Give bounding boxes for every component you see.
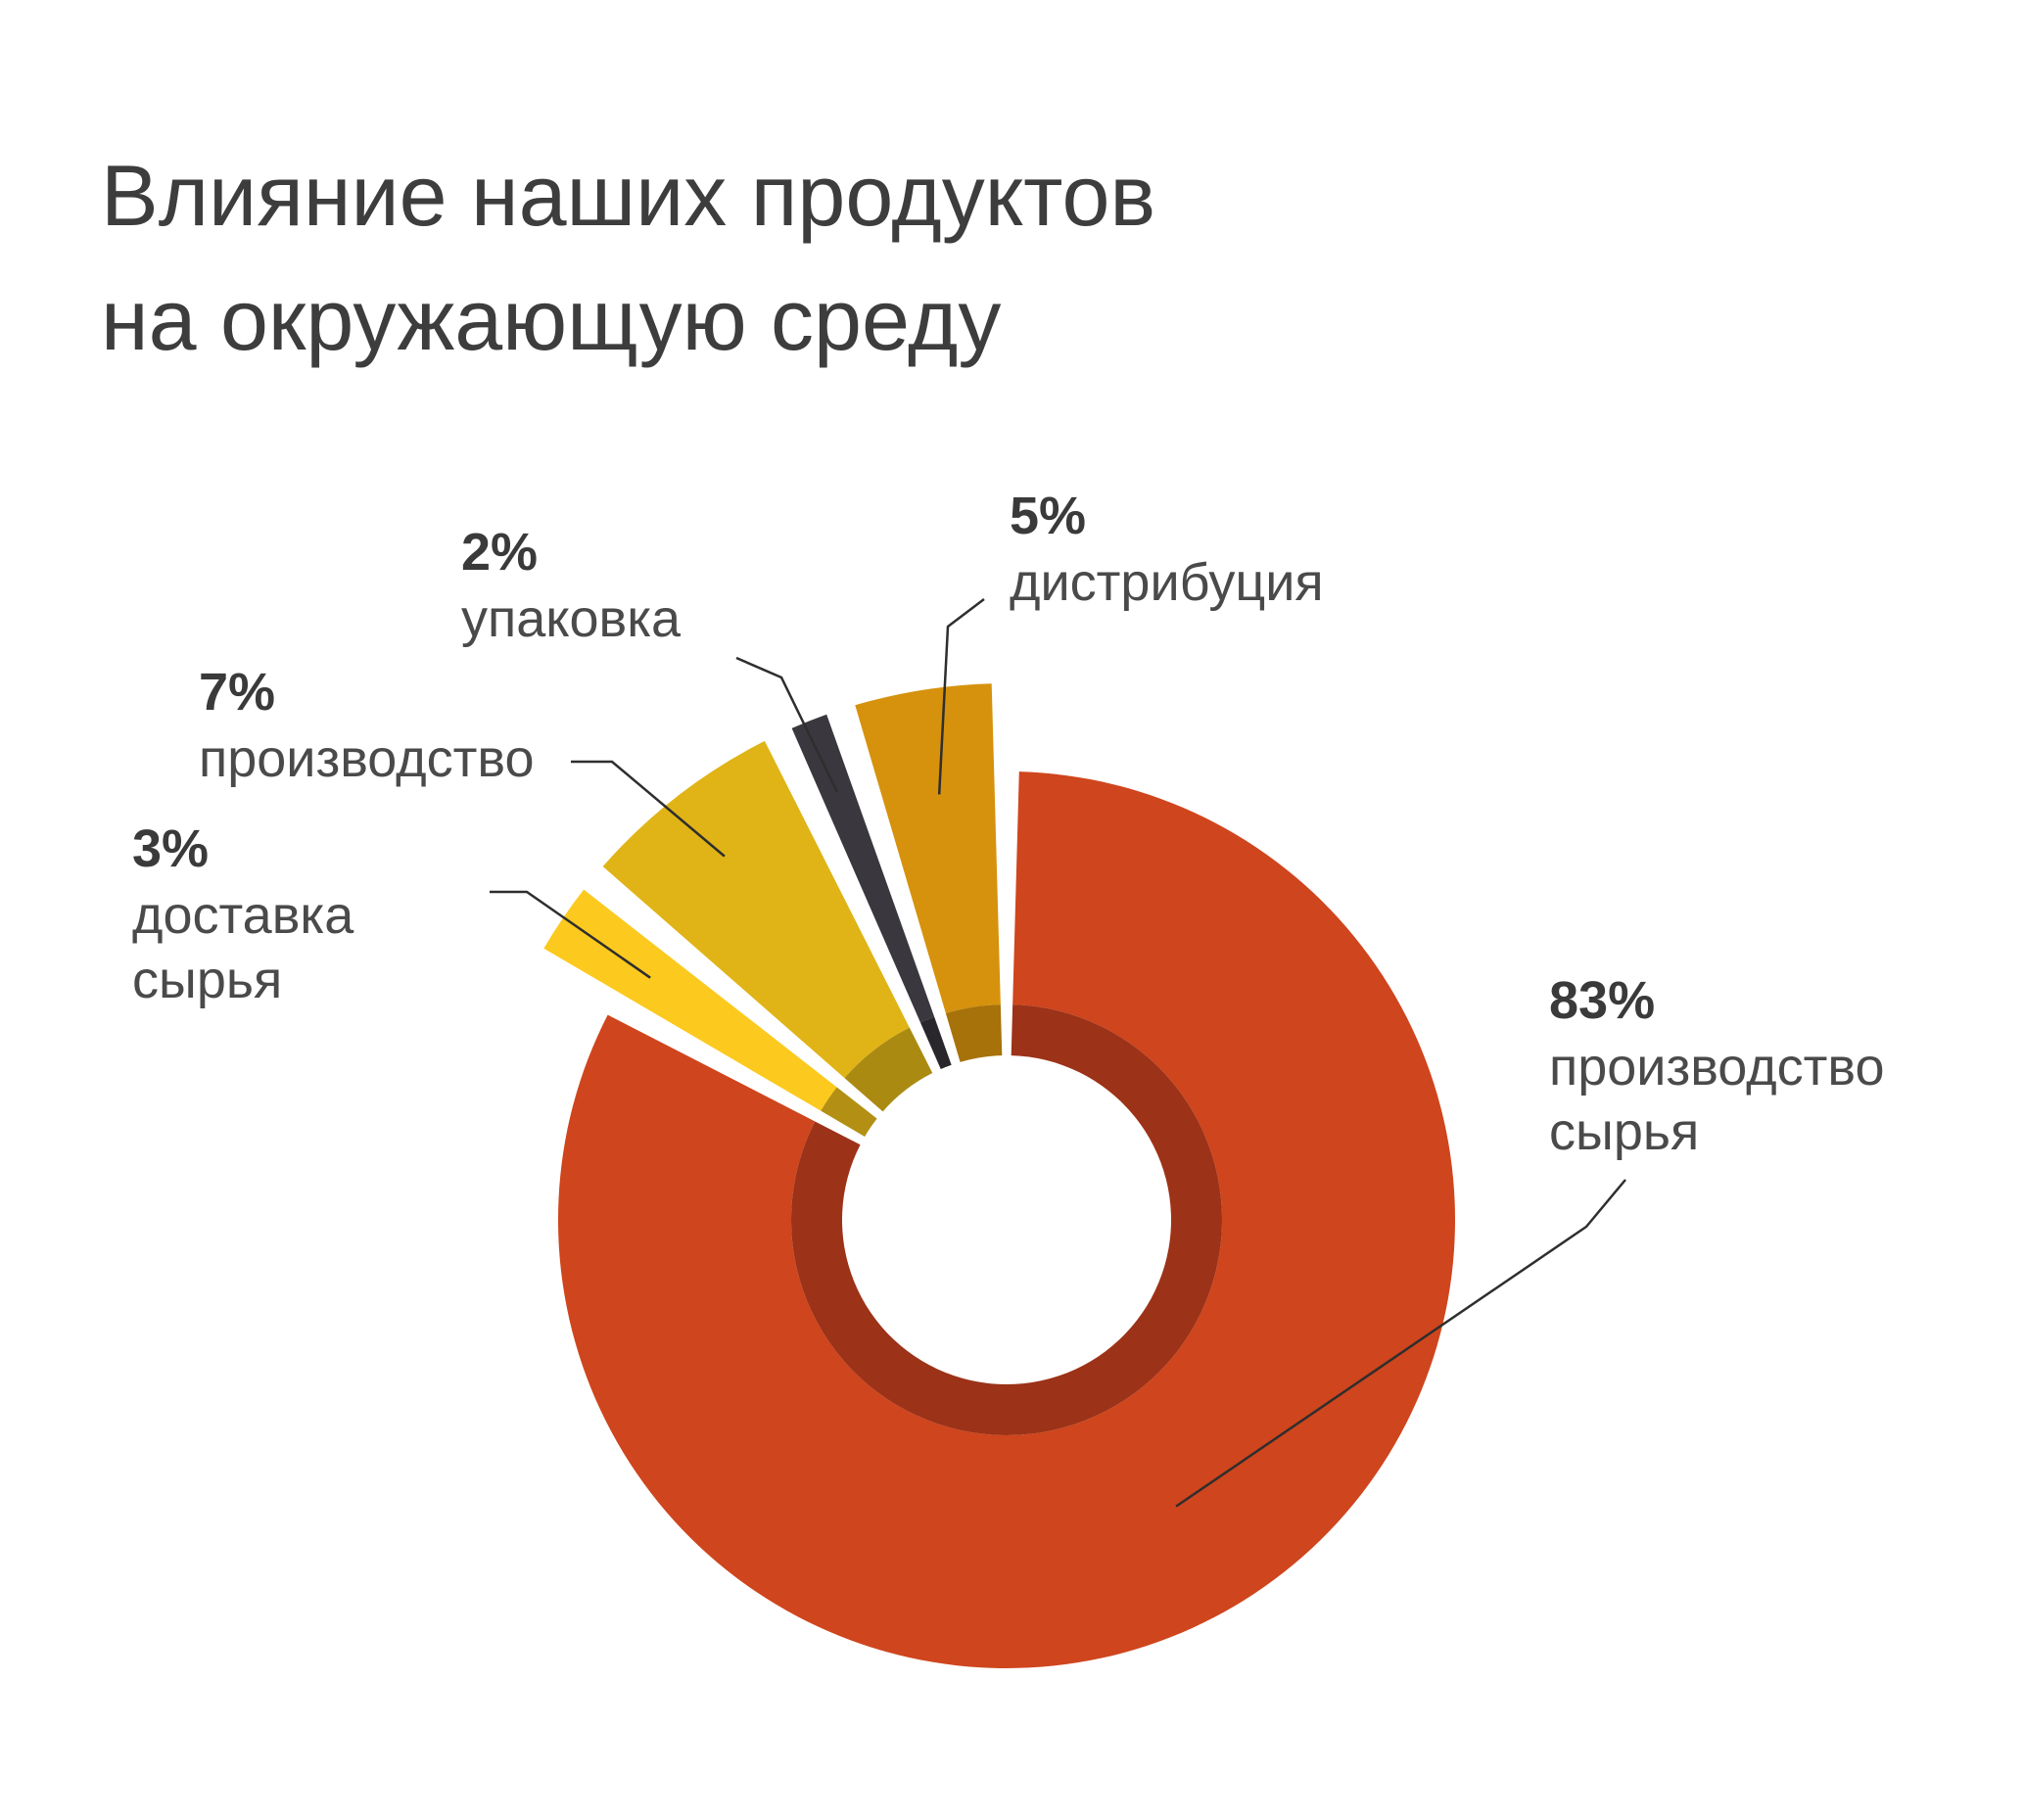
category-label-1-line-1: производство (1549, 1038, 1885, 1097)
slice-inner-band-2 (821, 1087, 877, 1137)
slice-outer-4 (791, 714, 935, 1023)
leader-line-3 (571, 760, 726, 858)
slice-outer-3 (602, 740, 910, 1079)
slice-inner-band-4 (919, 1016, 952, 1070)
chart-title-line-2: на окружающую среду (101, 271, 1001, 368)
category-label-1-line-2: сырья (1549, 1102, 1699, 1161)
value-label-3: 3% (132, 819, 209, 878)
value-label-5: 5% (1010, 487, 1086, 545)
value-label-2: 2% (461, 523, 538, 582)
chart-title-line-1: Влияние наших продуктов (101, 147, 1155, 244)
leader-line-5 (937, 598, 985, 795)
category-label-4-line-1: упаковка (461, 589, 682, 648)
slice-outer-2 (543, 889, 837, 1111)
pie-slice-5 (855, 683, 1003, 1062)
slice-outer-1 (557, 771, 1455, 1669)
pie-slice-2 (543, 889, 877, 1137)
value-label-83: 83% (1549, 971, 1655, 1030)
slice-outer-5 (855, 683, 1001, 1013)
leader-line-2 (490, 890, 651, 979)
slice-inner-band-5 (945, 1004, 1003, 1062)
pie-slice-4 (791, 714, 952, 1070)
category-label-3-line-1: производство (199, 729, 535, 788)
leader-line-4 (735, 656, 839, 793)
category-label-2-line-1: доставка (132, 886, 354, 945)
leader-line-1 (1175, 1179, 1626, 1508)
category-label-5-line-1: дистрибуция (1010, 553, 1324, 612)
pie-slice-1 (557, 771, 1455, 1669)
value-label-7: 7% (199, 663, 275, 722)
pie-slice-3 (602, 740, 933, 1112)
slice-inner-band-3 (844, 1027, 933, 1112)
category-label-2-line-2: сырья (132, 951, 282, 1009)
